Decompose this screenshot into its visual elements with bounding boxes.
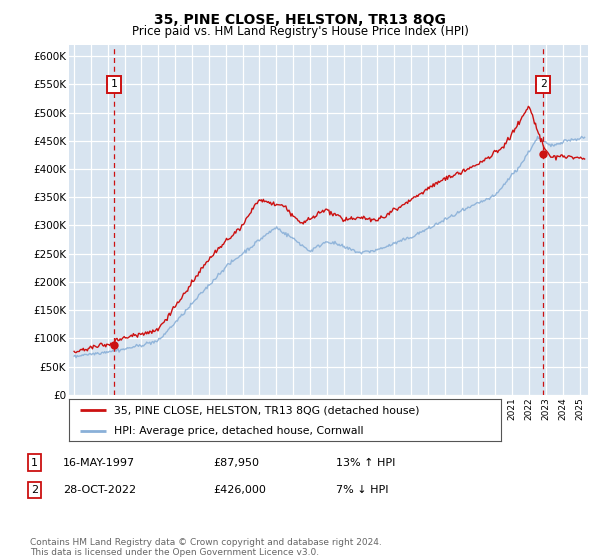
Text: 2: 2 xyxy=(31,485,38,495)
Text: 1: 1 xyxy=(31,458,38,468)
Text: 2: 2 xyxy=(539,80,547,89)
Text: 1: 1 xyxy=(110,80,118,89)
Text: £426,000: £426,000 xyxy=(213,485,266,495)
Text: 13% ↑ HPI: 13% ↑ HPI xyxy=(336,458,395,468)
Text: 7% ↓ HPI: 7% ↓ HPI xyxy=(336,485,389,495)
Text: 16-MAY-1997: 16-MAY-1997 xyxy=(63,458,135,468)
Text: Contains HM Land Registry data © Crown copyright and database right 2024.
This d: Contains HM Land Registry data © Crown c… xyxy=(30,538,382,557)
Text: 28-OCT-2022: 28-OCT-2022 xyxy=(63,485,136,495)
Text: HPI: Average price, detached house, Cornwall: HPI: Average price, detached house, Corn… xyxy=(115,426,364,436)
Text: 35, PINE CLOSE, HELSTON, TR13 8QG: 35, PINE CLOSE, HELSTON, TR13 8QG xyxy=(154,13,446,27)
Text: Price paid vs. HM Land Registry's House Price Index (HPI): Price paid vs. HM Land Registry's House … xyxy=(131,25,469,38)
Text: £87,950: £87,950 xyxy=(213,458,259,468)
Text: 35, PINE CLOSE, HELSTON, TR13 8QG (detached house): 35, PINE CLOSE, HELSTON, TR13 8QG (detac… xyxy=(115,405,420,415)
